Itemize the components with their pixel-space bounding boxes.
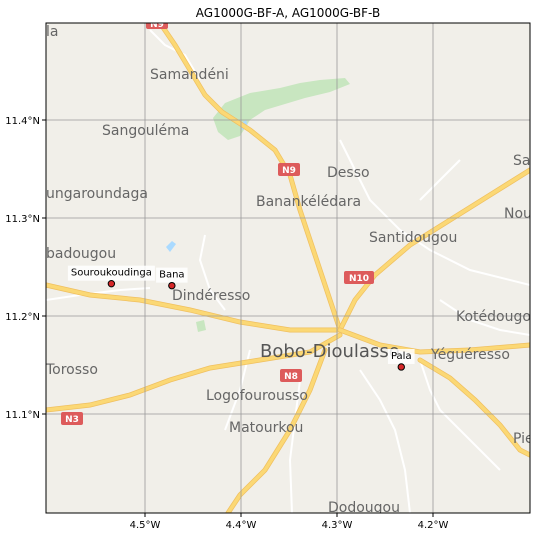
site-label: Pala xyxy=(391,351,412,362)
site-pala[interactable]: Pala xyxy=(387,348,415,371)
place-label: Logofourousso xyxy=(206,388,308,404)
place-label: Torosso xyxy=(45,362,98,378)
site-marker[interactable] xyxy=(397,363,405,371)
x-axis: 4.5°W 4.4°W 4.3°W 4.2°W xyxy=(130,513,449,531)
place-label: Banankélédara xyxy=(256,194,361,210)
axes-frame xyxy=(45,22,531,514)
water-pond-2 xyxy=(166,241,176,252)
svg-text:N8: N8 xyxy=(284,372,298,382)
shield-n9-top: N9 xyxy=(146,20,168,30)
site-label-box xyxy=(387,348,415,364)
figure-title: AG1000G-BF-A, AG1000G-BF-B xyxy=(196,6,380,20)
place-label: Sa xyxy=(513,153,530,169)
place-label: badougou xyxy=(46,246,116,262)
svg-text:N9: N9 xyxy=(150,20,164,30)
place-label: Dodougou xyxy=(328,500,400,516)
shield-n10: N10 xyxy=(344,271,374,284)
y-tick-label: 11.4°N xyxy=(5,116,40,127)
map-tiles[interactable]: N9 N9 N10 N8 N3 Samandéni Sangouléma Des… xyxy=(45,17,534,516)
svg-text:N9: N9 xyxy=(282,166,296,176)
place-label: Matourkou xyxy=(229,420,303,436)
place-label: Dindéresso xyxy=(172,288,250,304)
place-label: Yéguéresso xyxy=(430,347,510,363)
x-tick-label: 4.5°W xyxy=(130,520,161,531)
site-label-box xyxy=(67,265,155,281)
forest-area xyxy=(213,78,350,140)
minor-roads xyxy=(46,29,530,513)
sample-sites[interactable]: Souroukoudinga Bana Pala xyxy=(67,265,415,371)
site-marker[interactable] xyxy=(168,281,176,290)
y-tick-label: 11.2°N xyxy=(5,312,40,323)
place-label: Kotédougo xyxy=(456,309,531,325)
y-tick-label: 11.1°N xyxy=(5,410,40,421)
shield-n3: N3 xyxy=(61,412,83,425)
place-label: Santidougou xyxy=(369,230,457,246)
place-label: ungaroundaga xyxy=(46,186,148,202)
major-roads xyxy=(46,23,530,513)
site-souroukoudinga[interactable]: Souroukoudinga xyxy=(67,265,155,288)
place-label: Sangouléma xyxy=(102,123,189,139)
site-label: Souroukoudinga xyxy=(71,268,152,279)
x-tick-label: 4.3°W xyxy=(322,520,353,531)
shield-n9: N9 xyxy=(278,163,300,176)
y-axis: 11.4°N 11.3°N 11.2°N 11.1°N xyxy=(5,116,46,421)
site-bana[interactable]: Bana xyxy=(156,267,188,290)
site-label-box xyxy=(156,267,188,283)
place-label: Pie xyxy=(513,431,534,447)
place-labels: Samandéni Sangouléma Desso ungaroundaga … xyxy=(45,24,534,516)
place-label: la xyxy=(46,24,58,40)
place-label: Samandéni xyxy=(150,67,229,83)
place-label-city: Bobo-Dioulasso xyxy=(260,341,400,362)
place-label: Nou xyxy=(504,206,532,222)
small-green-area xyxy=(196,320,206,332)
site-label: Bana xyxy=(159,270,184,281)
gridlines xyxy=(46,23,530,513)
svg-text:N10: N10 xyxy=(349,274,369,284)
svg-text:N3: N3 xyxy=(65,415,79,425)
y-tick-label: 11.3°N xyxy=(5,214,40,225)
place-label: Desso xyxy=(327,165,370,181)
x-tick-label: 4.4°W xyxy=(226,520,257,531)
shield-n8: N8 xyxy=(280,369,302,382)
x-tick-label: 4.2°W xyxy=(418,520,449,531)
site-marker[interactable] xyxy=(107,279,116,288)
